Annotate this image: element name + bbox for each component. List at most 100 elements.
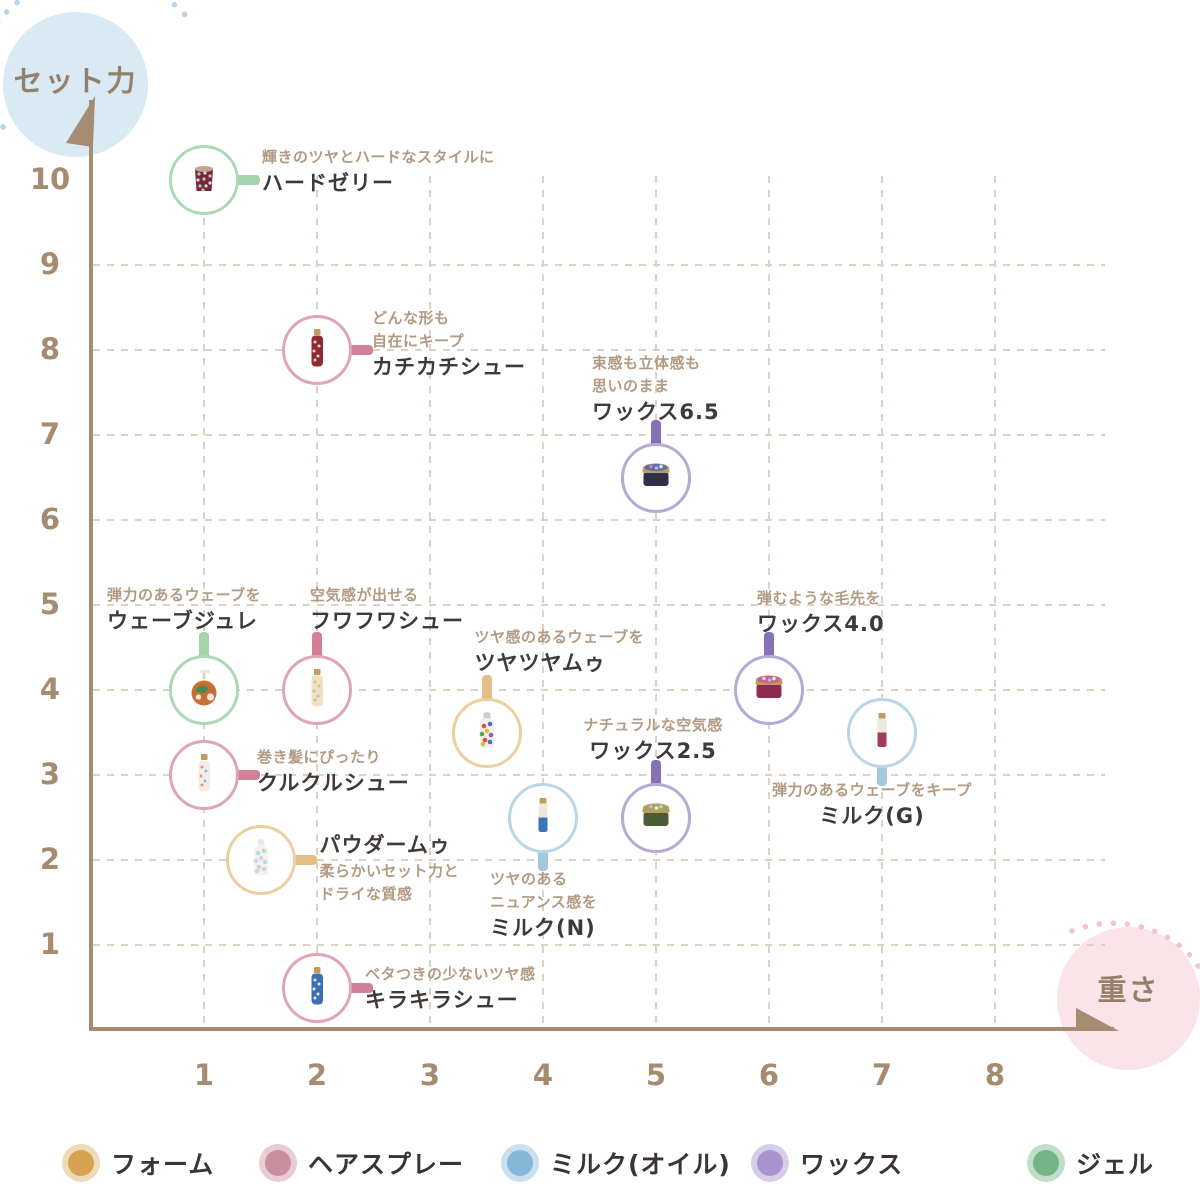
x-tick: 3 [419, 1058, 441, 1092]
x-tick: 6 [758, 1058, 780, 1092]
x-tick: 7 [871, 1058, 893, 1092]
product-marker[interactable] [508, 782, 578, 853]
x-axis-label: 重さ [1097, 972, 1160, 1007]
product-connector [312, 632, 322, 677]
y-axis-label: セット力 [13, 63, 138, 98]
product-marker[interactable] [282, 315, 352, 385]
product-marker[interactable] [621, 442, 691, 513]
product-name: ミルク(N) [490, 915, 596, 940]
y-tick: 3 [39, 757, 61, 791]
product-note: ドライな質感 [319, 885, 413, 903]
product-icon [523, 795, 563, 841]
product-label: 巻き髪にぴったりクルクルシュー [257, 746, 410, 798]
y-tick: 8 [39, 332, 61, 366]
product-note: どんな形も [372, 309, 450, 327]
legend-dot [68, 1150, 94, 1176]
product-note: 束感も立体感も [592, 353, 701, 372]
product-name: カチカチシュー [372, 355, 526, 379]
legend-label: フォーム [111, 1150, 215, 1179]
product-name: クルクルシュー [257, 771, 410, 795]
grid-line-h [93, 859, 1105, 861]
x-axis-bubble: 重さ [1057, 927, 1200, 1070]
legend-dot [757, 1150, 783, 1176]
y-tick: 6 [39, 502, 61, 536]
product-note: 自在にキープ [372, 332, 465, 350]
grid-line-h [93, 519, 1105, 521]
product-connector [234, 175, 260, 185]
product-connector [347, 982, 373, 993]
grid-line-h [93, 944, 1105, 946]
legend-item-spray: ヘアスプレー [265, 1147, 464, 1179]
product-icon [467, 710, 507, 756]
x-tick: 5 [645, 1058, 667, 1092]
grid-line-h [93, 604, 1105, 606]
product-icon [184, 667, 224, 713]
product-icon [297, 327, 337, 373]
product-label: 空気感が出せる フワフワシュー [310, 584, 464, 636]
grid-line-h [93, 689, 1105, 691]
product-marker[interactable] [282, 655, 352, 725]
product-connector [651, 759, 661, 805]
product-marker[interactable] [847, 697, 917, 768]
grid-line-v [542, 176, 544, 1030]
y-tick: 9 [39, 247, 61, 281]
product-icon [241, 837, 281, 883]
product-note: 弾力のあるウェーブをキープ [772, 780, 972, 799]
grid-line-v [429, 176, 431, 1030]
product-label: ツヤのある ニュアンス感を ミルク(N) [490, 868, 597, 943]
product-note: 弾むような毛先を [757, 589, 882, 607]
product-note: ツヤのある [490, 869, 568, 888]
product-name: ワックス2.5 [589, 738, 717, 763]
product-note: 巻き髪にぴったり [257, 748, 382, 766]
product-marker[interactable] [169, 740, 239, 810]
legend-item-foam: フォーム [68, 1147, 214, 1179]
product-label: 弾力のあるウェーブを ウェーブジュレ [107, 584, 261, 636]
product-name: ワックス4.0 [757, 612, 885, 636]
product-note: 思いのまま [592, 376, 670, 395]
product-marker[interactable] [282, 952, 352, 1023]
product-connector [234, 770, 260, 780]
y-axis-bubble: セット力 [3, 12, 148, 157]
legend-item-milk: ミルク(オイル) [507, 1147, 731, 1179]
product-marker[interactable] [734, 655, 804, 725]
legend-dot [507, 1150, 533, 1176]
grid-line-v [881, 176, 883, 1030]
legend-label: ワックス [800, 1150, 904, 1179]
y-tick: 5 [39, 587, 61, 621]
legend-label: ヘアスプレー [308, 1150, 465, 1179]
y-tick: 7 [39, 417, 61, 451]
product-marker[interactable] [225, 825, 296, 895]
product-icon [636, 455, 676, 501]
product-name: パウダームゥ [319, 833, 451, 857]
legend-item-wax: ワックス [757, 1147, 903, 1179]
product-name: ミルク(G) [819, 803, 925, 828]
legend-dot [265, 1150, 291, 1176]
product-label: ベタつきの少ないツヤ感 キラキラシュー [365, 963, 536, 1015]
product-name: ハードゼリー [262, 171, 394, 195]
product-name: ツヤツヤムゥ [474, 650, 606, 675]
product-label: ナチュラルな空気感ワックス2.5 [583, 714, 723, 766]
product-connector [290, 855, 317, 865]
product-label: どんな形も自在にキープカチカチシュー [372, 307, 526, 382]
y-tick: 10 [29, 162, 71, 196]
product-name: ワックス6.5 [592, 399, 720, 424]
product-marker[interactable] [621, 782, 691, 853]
product-note: ベタつきの少ないツヤ感 [365, 964, 536, 983]
grid-line-v [316, 176, 318, 1030]
legend-dot [1033, 1150, 1059, 1176]
product-note: 空気感が出せる [310, 586, 419, 604]
product-label: ツヤ感のあるウェーブを ツヤツヤムゥ [475, 626, 645, 678]
product-label: 輝きのツヤとハードなスタイルに ハードゼリー [262, 146, 495, 198]
product-marker[interactable] [451, 697, 522, 768]
product-marker[interactable] [169, 145, 239, 215]
x-tick: 8 [984, 1058, 1006, 1092]
product-marker[interactable] [169, 655, 239, 725]
product-connector [199, 632, 209, 677]
grid-line-h [93, 349, 1105, 351]
product-note: 弾力のあるウェーブを [107, 586, 262, 604]
product-icon [184, 752, 224, 798]
product-connector [651, 419, 661, 465]
product-note: ナチュラルな空気感 [583, 715, 723, 734]
y-tick: 4 [39, 672, 61, 706]
